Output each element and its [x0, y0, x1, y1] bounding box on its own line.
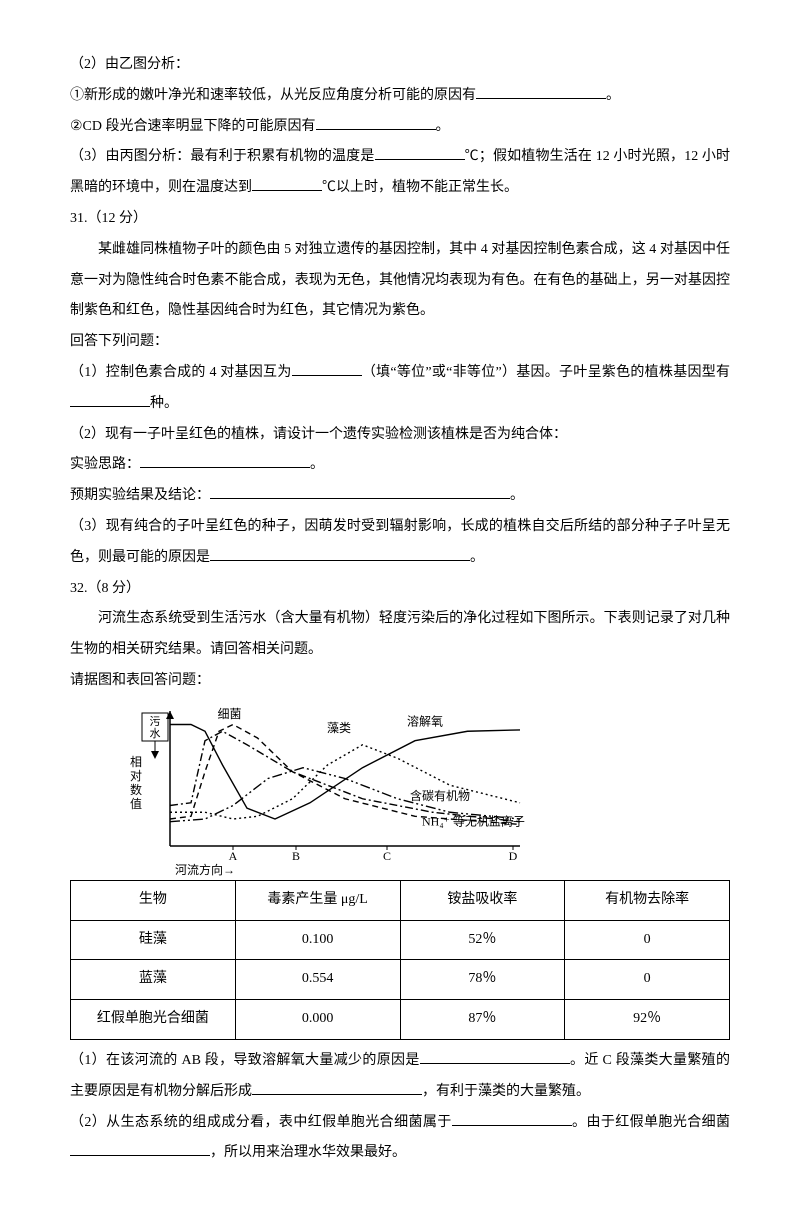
- table-cell: 0.100: [235, 920, 400, 960]
- q31-heading: 31.（12 分）: [70, 204, 730, 235]
- table-header-cell: 有机物去除率: [565, 880, 730, 920]
- svg-text:A: A: [229, 849, 238, 863]
- table-header-row: 生物毒素产生量 μg/L铵盐吸收率有机物去除率: [71, 880, 730, 920]
- svg-text:值: 值: [130, 796, 142, 811]
- q32-prompt: 请据图和表回答问题：: [70, 666, 730, 697]
- text: （1）控制色素合成的 4 对基因互为: [70, 365, 292, 380]
- svg-text:河流方向→: 河流方向→: [175, 862, 235, 876]
- blank[interactable]: [140, 452, 310, 469]
- text: 。由于红假单胞光合细菌: [572, 1115, 730, 1130]
- blank[interactable]: [70, 1140, 210, 1157]
- svg-text:相: 相: [130, 755, 142, 769]
- svg-text:NH₄⁺ 等无机盐离子: NH₄⁺ 等无机盐离子: [422, 813, 525, 828]
- blank[interactable]: [252, 1078, 422, 1095]
- text: 种。: [150, 396, 178, 411]
- q32-heading: 32.（8 分）: [70, 574, 730, 605]
- q30-3: （3）由丙图分析：最有利于积累有机物的温度是℃；假如植物生活在 12 小时光照，…: [70, 142, 730, 204]
- text: 实验思路：: [70, 457, 140, 472]
- table-header-cell: 毒素产生量 μg/L: [235, 880, 400, 920]
- blank[interactable]: [316, 113, 436, 130]
- q30-2-1: ①新形成的嫩叶净光和速率较低，从光反应角度分析可能的原因有 。: [70, 81, 730, 112]
- table-row: 蓝藻0.55478％0: [71, 960, 730, 1000]
- table-cell: 红假单胞光合细菌: [71, 1000, 236, 1040]
- q31-3: （3）现有纯合的子叶呈红色的种子，因萌发时受到辐射影响，长成的植株自交后所结的部…: [70, 512, 730, 574]
- text: 。: [510, 488, 524, 503]
- q31-answer-label: 回答下列问题：: [70, 327, 730, 358]
- blank[interactable]: [70, 390, 150, 407]
- chart-svg: A B C D 污水相对数值河流方向→ 细菌藻类 溶解氧含碳有机物 NH₄⁺ 等无机盐离子: [110, 701, 530, 876]
- svg-text:数: 数: [130, 782, 142, 797]
- q32-1: （1）在该河流的 AB 段，导致溶解氧大量减少的原因是。近 C 段藻类大量繁殖的…: [70, 1046, 730, 1108]
- svg-text:藻类: 藻类: [327, 721, 351, 735]
- blank[interactable]: [375, 144, 465, 161]
- svg-text:D: D: [509, 849, 518, 863]
- table-cell: 87％: [400, 1000, 565, 1040]
- table-header-cell: 铵盐吸收率: [400, 880, 565, 920]
- text: 。: [436, 119, 450, 134]
- text: ，有利于藻类的大量繁殖。: [422, 1084, 590, 1099]
- table-cell: 78％: [400, 960, 565, 1000]
- organism-table: 生物毒素产生量 μg/L铵盐吸收率有机物去除率 硅藻0.10052％0蓝藻0.5…: [70, 880, 730, 1040]
- svg-text:水: 水: [150, 727, 161, 740]
- text: ，所以用来治理水华效果最好。: [210, 1145, 406, 1160]
- text: ℃以上时，植物不能正常生长。: [322, 180, 518, 195]
- blank[interactable]: [420, 1047, 570, 1064]
- q31-2-res: 预期实验结果及结论： 。: [70, 481, 730, 512]
- table-cell: 蓝藻: [71, 960, 236, 1000]
- text: 。: [470, 550, 484, 565]
- river-purification-chart: A B C D 污水相对数值河流方向→ 细菌藻类 溶解氧含碳有机物 NH₄⁺ 等无机盐离子: [110, 701, 530, 876]
- blank[interactable]: [292, 359, 362, 376]
- q32-body: 河流生态系统受到生活污水（含大量有机物）轻度污染后的净化过程如下图所示。下表则记…: [70, 604, 730, 666]
- svg-text:B: B: [292, 849, 300, 863]
- svg-text:污: 污: [150, 715, 161, 728]
- text: （填“等位”或“非等位”）基因。子叶呈紫色的植株基因型有: [362, 365, 730, 380]
- table-row: 硅藻0.10052％0: [71, 920, 730, 960]
- q31-1: （1）控制色素合成的 4 对基因互为 （填“等位”或“非等位”）基因。子叶呈紫色的…: [70, 358, 730, 420]
- q32-2: （2）从生态系统的组成成分看，表中红假单胞光合细菌属于 。由于红假单胞光合细菌 ，所…: [70, 1108, 730, 1170]
- q31-body: 某雌雄同株植物子叶的颜色由 5 对独立遗传的基因控制，其中 4 对基因控制色素合…: [70, 235, 730, 327]
- text: 预期实验结果及结论：: [70, 488, 210, 503]
- blank[interactable]: [252, 174, 322, 191]
- svg-text:细菌: 细菌: [218, 707, 242, 721]
- svg-text:C: C: [383, 849, 391, 863]
- table-cell: 硅藻: [71, 920, 236, 960]
- blank[interactable]: [476, 82, 606, 99]
- blank[interactable]: [210, 482, 510, 499]
- table-cell: 0: [565, 920, 730, 960]
- text: （1）在该河流的 AB 段，导致溶解氧大量减少的原因是: [70, 1053, 420, 1068]
- text: ②CD 段光合速率明显下降的可能原因有: [70, 119, 316, 134]
- blank[interactable]: [210, 544, 470, 561]
- q31-2-exp: 实验思路： 。: [70, 450, 730, 481]
- svg-text:对: 对: [130, 769, 142, 783]
- table-cell: 0.554: [235, 960, 400, 1000]
- svg-text:溶解氧: 溶解氧: [407, 713, 443, 728]
- svg-text:含碳有机物: 含碳有机物: [410, 788, 470, 803]
- text: 。: [310, 457, 324, 472]
- table-row: 红假单胞光合细菌0.00087％92％: [71, 1000, 730, 1040]
- text: （3）由丙图分析：最有利于积累有机物的温度是: [70, 149, 375, 164]
- text: 。: [606, 88, 620, 103]
- q31-2: （2）现有一子叶呈红色的植株，请设计一个遗传实验检测该植株是否为纯合体：: [70, 420, 730, 451]
- table-cell: 0.000: [235, 1000, 400, 1040]
- table-header-cell: 生物: [71, 880, 236, 920]
- table-cell: 0: [565, 960, 730, 1000]
- text: ①新形成的嫩叶净光和速率较低，从光反应角度分析可能的原因有: [70, 88, 476, 103]
- text: （2）从生态系统的组成成分看，表中红假单胞光合细菌属于: [70, 1115, 452, 1130]
- blank[interactable]: [452, 1109, 572, 1126]
- table-cell: 52％: [400, 920, 565, 960]
- q30-2-2: ②CD 段光合速率明显下降的可能原因有 。: [70, 112, 730, 143]
- table-cell: 92％: [565, 1000, 730, 1040]
- q30-2-header: （2）由乙图分析：: [70, 50, 730, 81]
